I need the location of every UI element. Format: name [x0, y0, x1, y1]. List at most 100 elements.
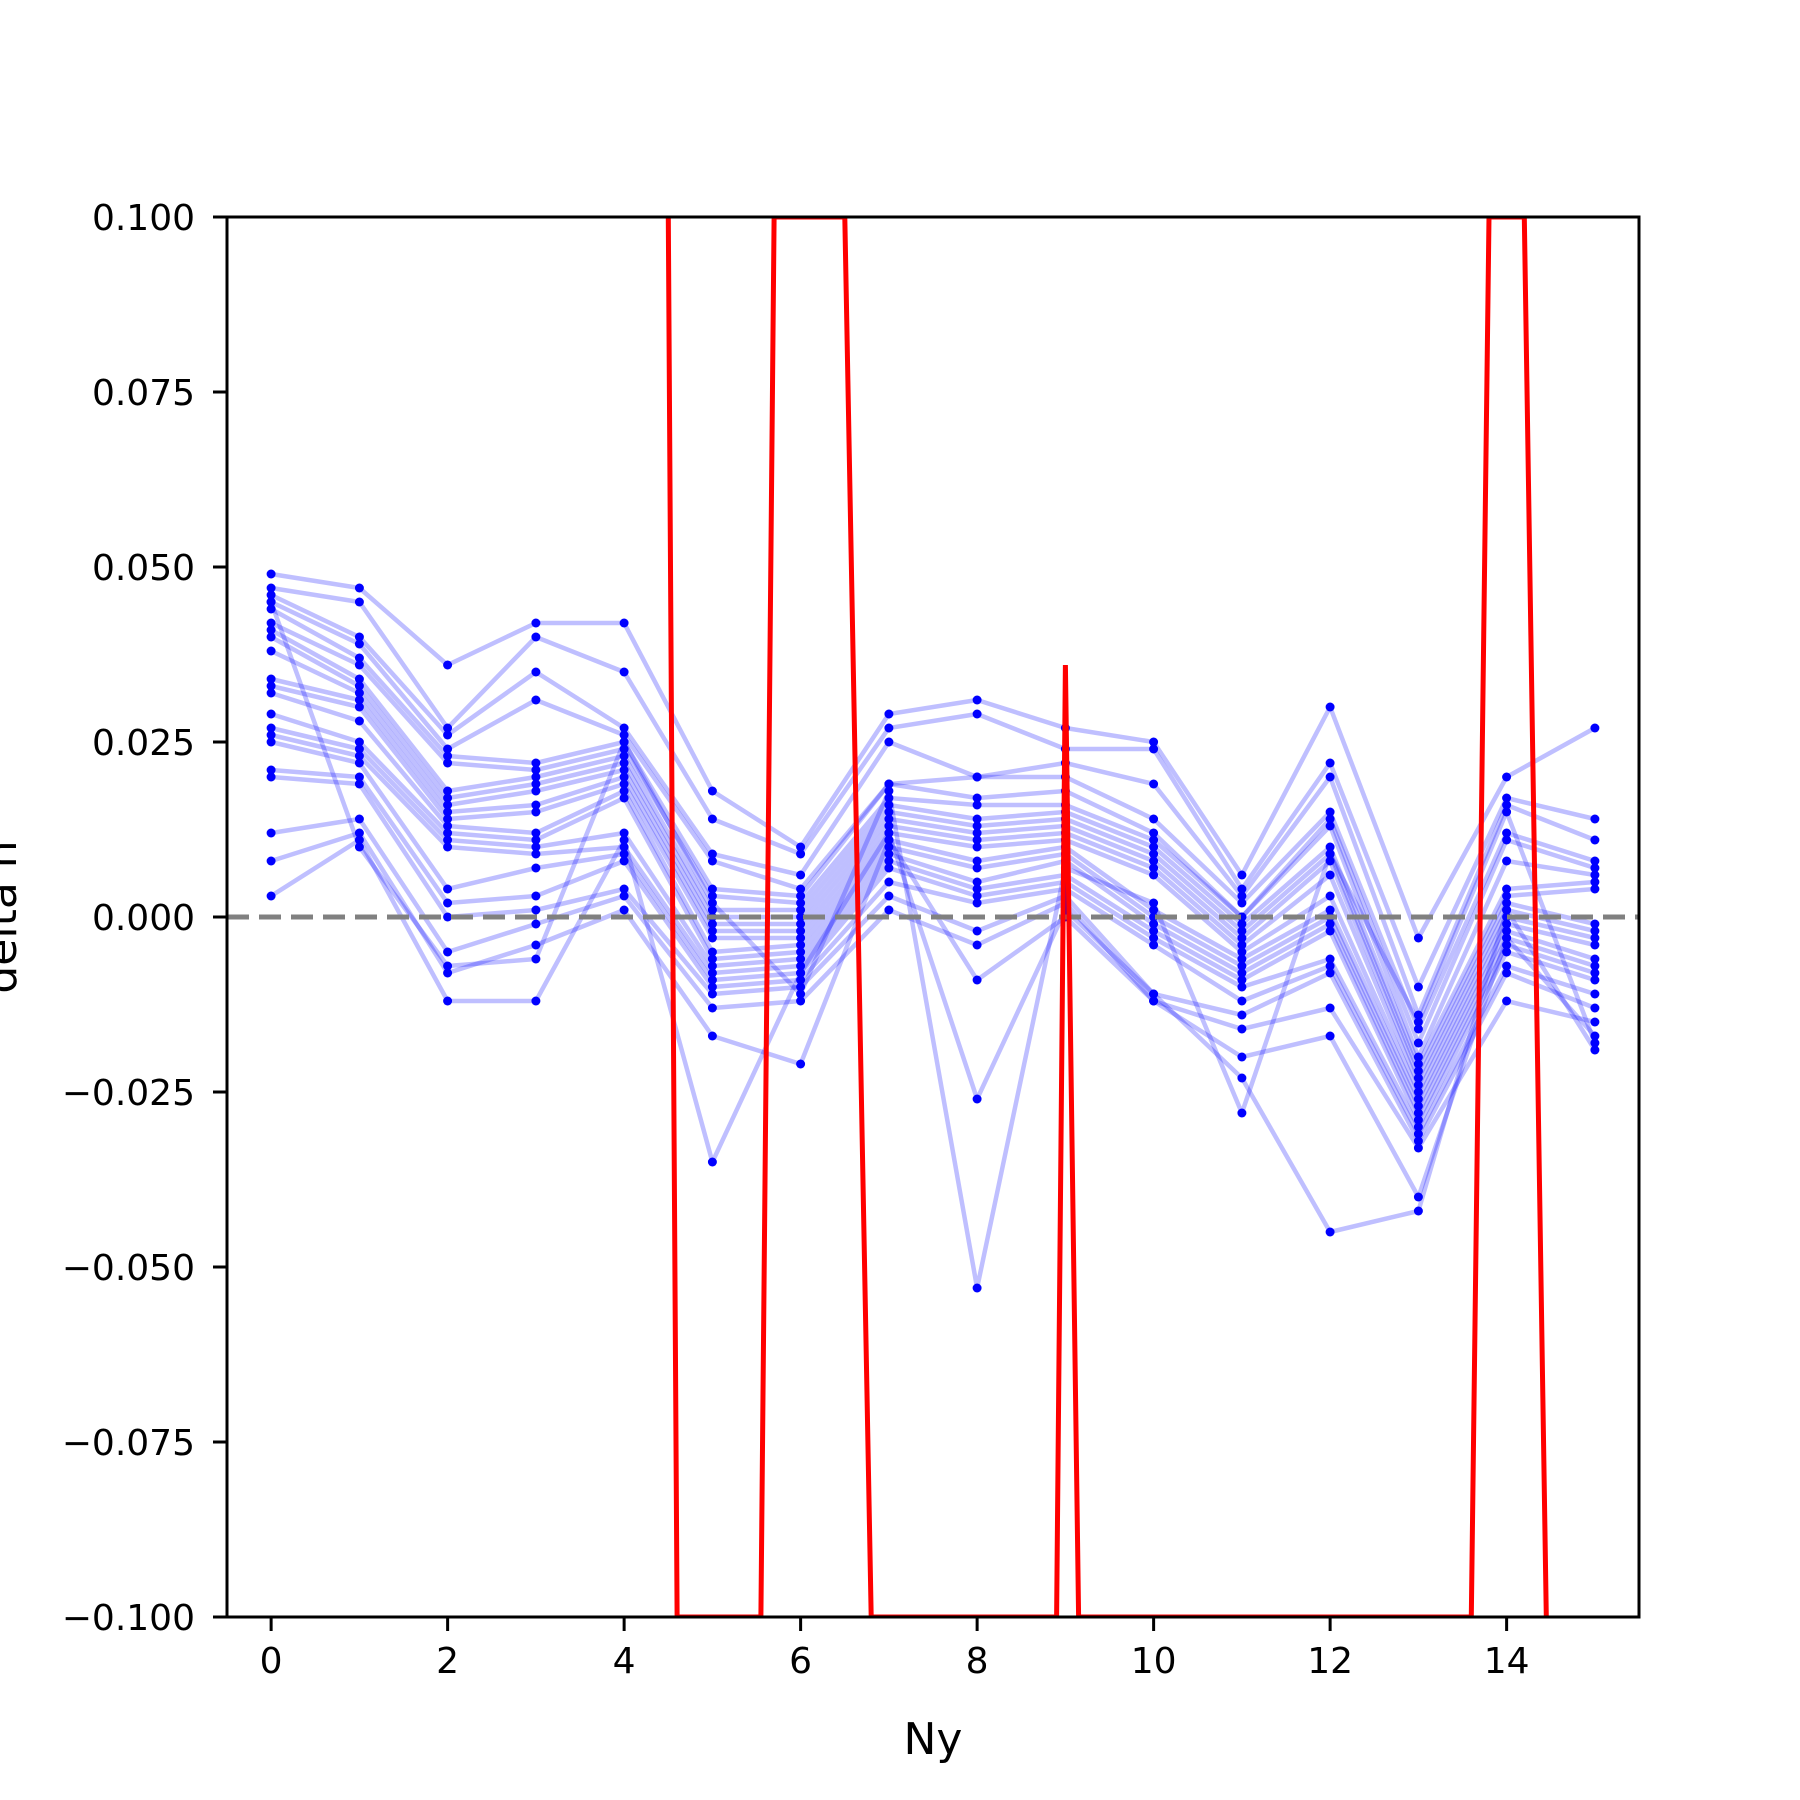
data-point-s3-x11 [1237, 898, 1247, 908]
data-point-s16-x7 [884, 877, 894, 887]
data-point-s21-x6 [796, 989, 806, 999]
data-point-s5-x7 [884, 793, 894, 803]
y-tick-label-4: 0.000 [92, 898, 195, 939]
data-point-s13-x2 [443, 835, 453, 845]
data-point-s18-x1 [354, 814, 364, 824]
data-point-s10-x10 [1149, 870, 1159, 880]
x-tick-label-0: 0 [260, 1641, 283, 1682]
data-point-s6-x1 [354, 674, 364, 684]
data-point-s1-x1 [354, 597, 364, 607]
data-point-s1-x11 [1237, 884, 1247, 894]
data-point-s20-x10 [1149, 989, 1159, 999]
data-point-s21-x5 [707, 898, 717, 908]
data-point-s11-x12 [1325, 905, 1335, 915]
data-point-s13-x8 [972, 877, 982, 887]
data-point-s11-x5 [707, 947, 717, 957]
data-point-s18-x3 [531, 919, 541, 929]
series-line-13 [270, 725, 1596, 1116]
data-point-s15-x11 [1237, 982, 1247, 992]
data-point-s0-x4 [619, 618, 629, 628]
data-point-s17-x2 [443, 912, 453, 922]
data-point-s20-x13 [1413, 1206, 1423, 1216]
data-point-s3-x10 [1149, 814, 1159, 824]
data-point-s6-x5 [707, 905, 717, 915]
data-point-s9-x5 [707, 926, 717, 936]
data-point-s19-x4 [619, 905, 629, 915]
data-point-s21-x0 [266, 597, 276, 607]
data-point-s13-x4 [619, 828, 629, 838]
data-point-s16-x3 [531, 891, 541, 901]
data-point-s11-x3 [531, 828, 541, 838]
data-point-s19-x13 [1413, 1192, 1423, 1202]
data-point-s7-x3 [531, 779, 541, 789]
data-point-s8-x14 [1502, 898, 1512, 908]
series-line-9 [270, 676, 1596, 1088]
series-line-5 [270, 620, 1596, 1060]
data-point-s3-x13 [1413, 1024, 1423, 1034]
data-point-s11-x14 [1502, 919, 1512, 929]
series-line-17 [270, 774, 1596, 1144]
data-point-s10-x8 [972, 842, 982, 852]
data-point-s5-x6 [796, 898, 806, 908]
data-point-s5-x13 [1413, 1052, 1423, 1062]
data-point-s5-x14 [1502, 856, 1512, 866]
data-point-s0-x7 [884, 709, 894, 719]
data-point-s1-x12 [1325, 758, 1335, 768]
data-point-s17-x13 [1413, 1136, 1423, 1146]
data-point-s10-x2 [443, 814, 453, 824]
data-point-s15-x3 [531, 863, 541, 873]
data-point-s1-x15 [1590, 814, 1600, 824]
data-point-s8-x13 [1413, 1073, 1423, 1083]
data-point-s9-x8 [972, 835, 982, 845]
data-point-s0-x15 [1590, 723, 1600, 733]
data-point-s12-x14 [1502, 926, 1512, 936]
data-point-s20-x8 [972, 1094, 982, 1104]
data-point-s4-x5 [707, 884, 717, 894]
data-point-s21-x3 [531, 954, 541, 964]
data-point-s6-x6 [796, 905, 806, 915]
data-point-s4-x12 [1325, 814, 1335, 824]
data-point-s7-x0 [266, 632, 276, 642]
data-point-s7-x1 [354, 681, 364, 691]
data-point-s2-x1 [354, 632, 364, 642]
series-line-14 [270, 732, 1596, 1123]
data-point-s14-x12 [1325, 926, 1335, 936]
data-point-s14-x0 [266, 730, 276, 740]
data-point-s1-x6 [796, 849, 806, 859]
data-point-s15-x15 [1590, 975, 1600, 985]
data-point-s2-x4 [619, 723, 629, 733]
data-point-s7-x6 [796, 912, 806, 922]
data-point-s5-x4 [619, 744, 629, 754]
data-point-s9-x3 [531, 800, 541, 810]
data-point-s2-x15 [1590, 835, 1600, 845]
data-point-s16-x1 [354, 772, 364, 782]
data-point-s11-x10 [1149, 905, 1159, 915]
x-tick-label-8: 8 [966, 1641, 989, 1682]
data-point-s14-x1 [354, 751, 364, 761]
data-point-s3-x15 [1590, 856, 1600, 866]
data-point-s15-x10 [1149, 933, 1159, 943]
data-point-s10-x5 [707, 933, 717, 943]
data-point-s5-x2 [443, 758, 453, 768]
y-tick-label-5: 0.025 [92, 723, 195, 764]
data-point-s12-x3 [531, 835, 541, 845]
data-point-s2-x12 [1325, 772, 1335, 782]
data-point-s16-x13 [1413, 1129, 1423, 1139]
data-point-s3-x4 [619, 730, 629, 740]
data-point-s20-x2 [443, 996, 453, 1006]
data-point-s16-x4 [619, 856, 629, 866]
data-point-s12-x7 [884, 842, 894, 852]
data-point-s14-x2 [443, 842, 453, 852]
data-point-s15-x5 [707, 975, 717, 985]
data-point-s7-x2 [443, 793, 453, 803]
data-point-s20-x4 [619, 835, 629, 845]
plot-area [227, 217, 1639, 1617]
axes: 0 2 4 6 8 10 12 14 −0.100 −0.075 −0.050 −0.025 0.000… [62, 198, 1530, 1682]
data-point-s3-x8 [972, 772, 982, 782]
data-point-s2-x7 [884, 737, 894, 747]
data-point-s3-x2 [443, 744, 453, 754]
data-point-s4-x15 [1590, 863, 1600, 873]
data-point-s0-x12 [1325, 702, 1335, 712]
data-point-s7-x4 [619, 758, 629, 768]
